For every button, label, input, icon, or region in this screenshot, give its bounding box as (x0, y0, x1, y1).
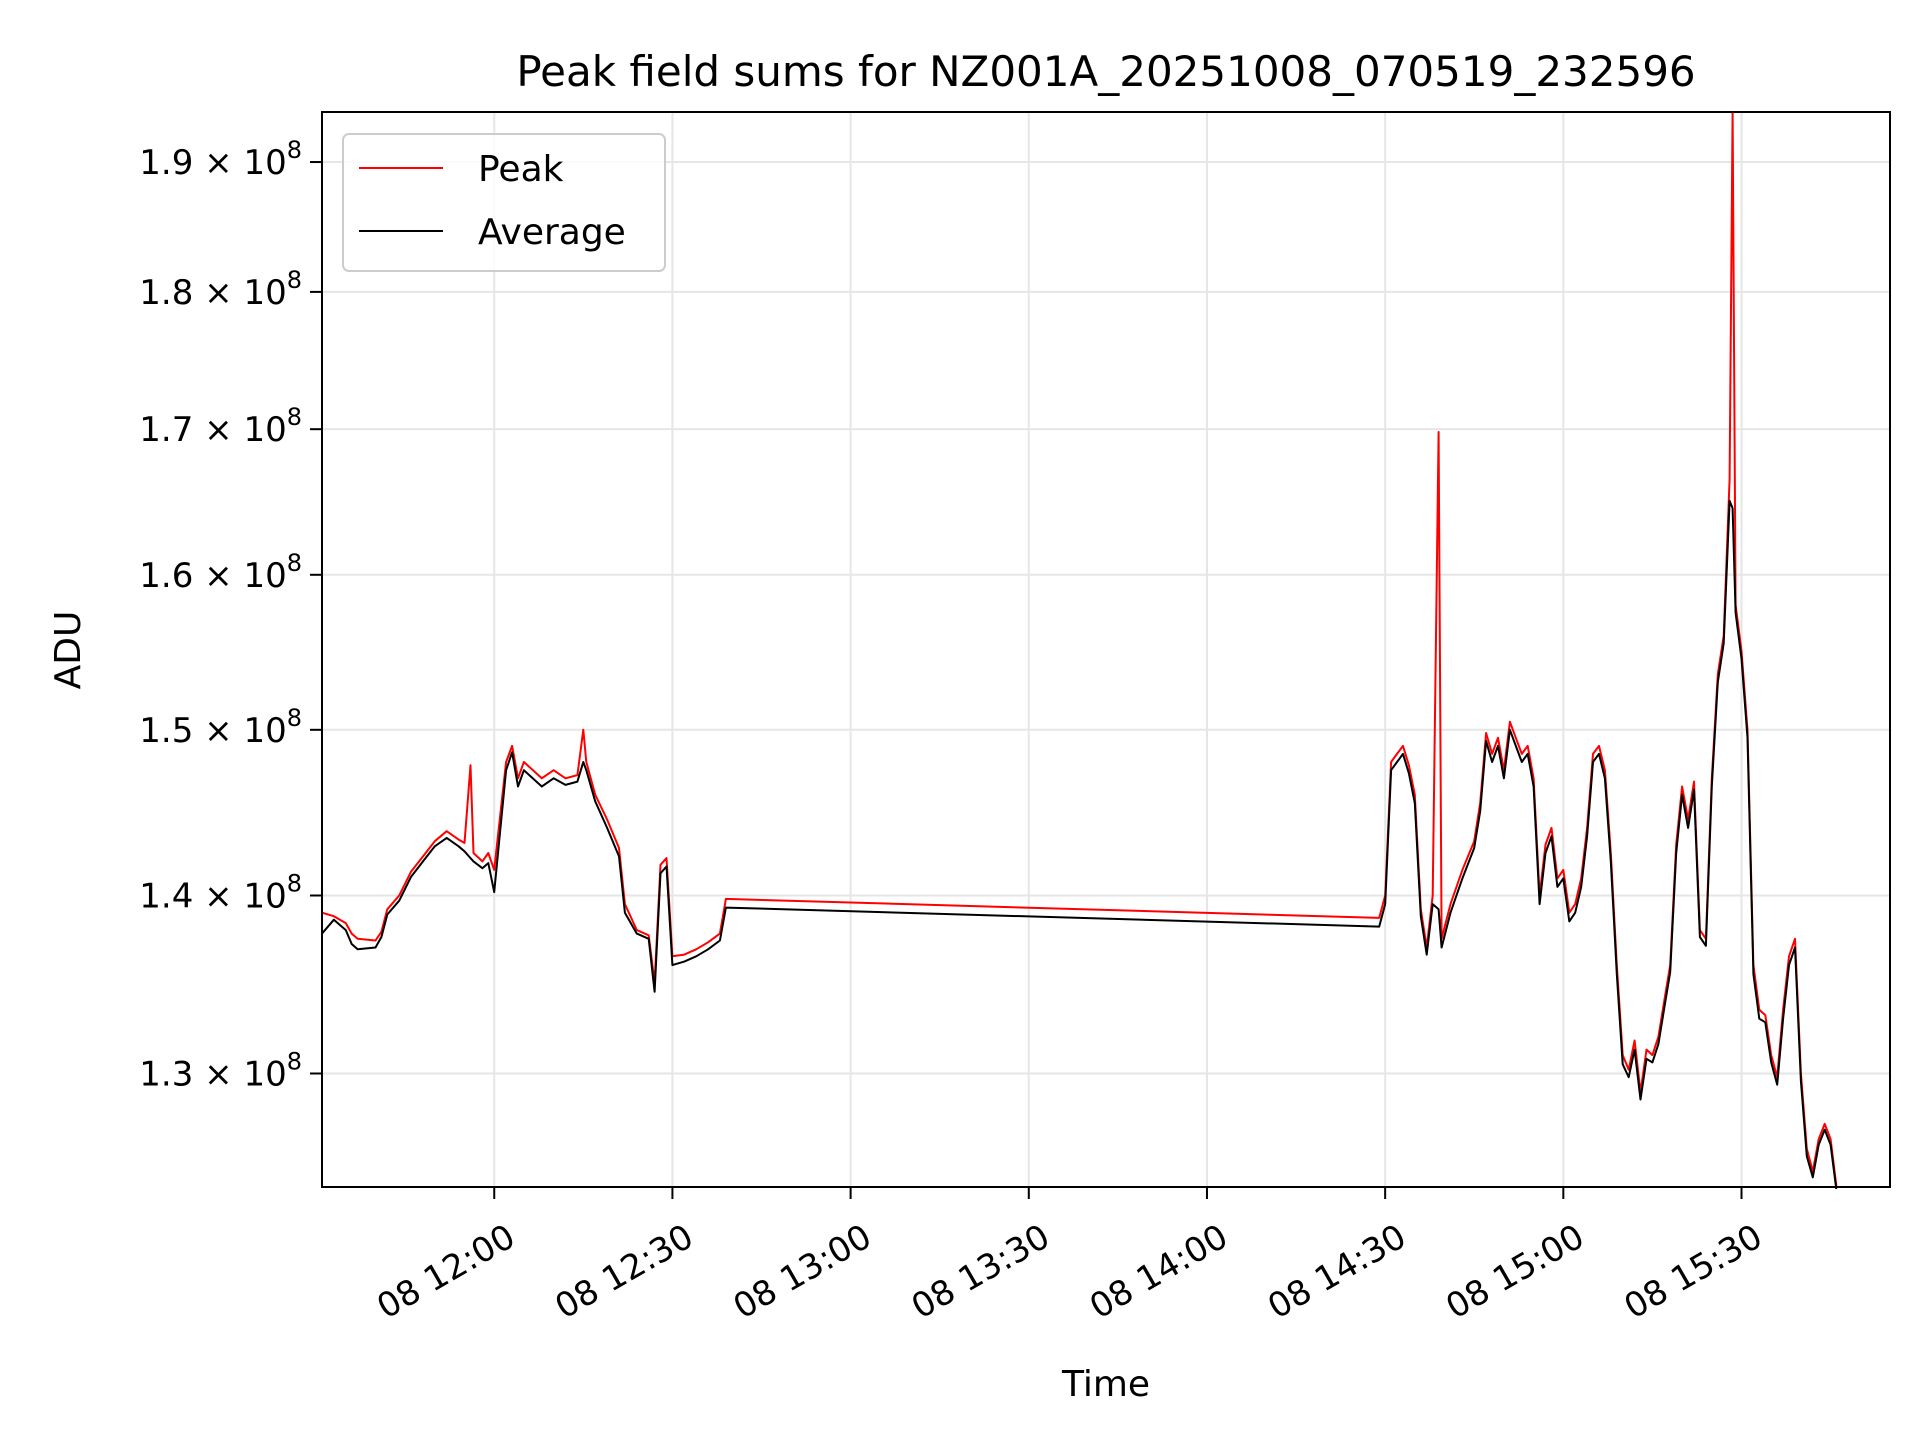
y-tick-exponent: 8 (287, 549, 302, 577)
y-tick-mantissa: 1.8 × 10 (139, 273, 286, 313)
y-tick-label: 1.8 × 108 (139, 266, 302, 313)
y-tick-label: 1.3 × 108 (139, 1048, 302, 1095)
legend: Peak Average (342, 133, 666, 272)
y-tick-mantissa: 1.7 × 10 (139, 410, 286, 450)
y-tick-label: 1.5 × 108 (139, 704, 302, 751)
legend-label-average: Average (478, 212, 626, 253)
y-tick-label: 1.6 × 108 (139, 549, 302, 596)
grid-lines (322, 112, 1890, 1187)
y-tick-exponent: 8 (287, 870, 302, 898)
y-tick-label: 1.9 × 108 (139, 136, 302, 183)
y-tick-label: 1.4 × 108 (139, 870, 302, 917)
y-tick-mantissa: 1.9 × 10 (139, 143, 286, 183)
y-tick-label: 1.7 × 108 (139, 403, 302, 450)
y-tick-mantissa: 1.3 × 10 (139, 1055, 286, 1095)
y-tick-exponent: 8 (287, 266, 302, 294)
y-tick-exponent: 8 (287, 403, 302, 431)
y-axis-title: ADU (48, 611, 89, 690)
series-layer (322, 111, 1838, 1189)
plot-frame (321, 111, 1891, 1188)
series-line-average (322, 499, 1838, 1189)
y-tick-mantissa: 1.6 × 10 (139, 556, 286, 596)
y-tick-exponent: 8 (287, 136, 302, 164)
y-tick-mantissa: 1.5 × 10 (139, 711, 286, 751)
y-tick-exponent: 8 (287, 1048, 302, 1076)
legend-label-peak: Peak (478, 149, 564, 190)
x-axis-title: Time (1061, 1364, 1150, 1405)
y-tick-mantissa: 1.4 × 10 (139, 877, 286, 917)
chart-title: Peak field sums for NZ001A_20251008_0705… (516, 47, 1695, 96)
y-tick-exponent: 8 (287, 704, 302, 732)
